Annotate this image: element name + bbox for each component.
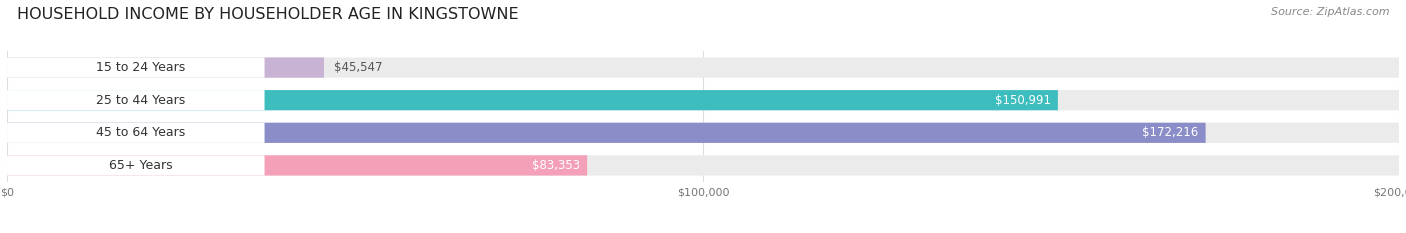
FancyBboxPatch shape <box>7 58 1399 78</box>
Text: 25 to 44 Years: 25 to 44 Years <box>96 94 186 107</box>
Text: 45 to 64 Years: 45 to 64 Years <box>96 126 186 139</box>
FancyBboxPatch shape <box>7 123 1205 143</box>
FancyBboxPatch shape <box>7 90 1399 110</box>
Text: $150,991: $150,991 <box>995 94 1050 107</box>
FancyBboxPatch shape <box>7 90 264 110</box>
Text: HOUSEHOLD INCOME BY HOUSEHOLDER AGE IN KINGSTOWNE: HOUSEHOLD INCOME BY HOUSEHOLDER AGE IN K… <box>17 7 519 22</box>
Text: Source: ZipAtlas.com: Source: ZipAtlas.com <box>1271 7 1389 17</box>
FancyBboxPatch shape <box>7 155 588 175</box>
FancyBboxPatch shape <box>7 123 264 143</box>
FancyBboxPatch shape <box>7 155 264 175</box>
FancyBboxPatch shape <box>7 90 1057 110</box>
Text: $45,547: $45,547 <box>333 61 382 74</box>
Text: $83,353: $83,353 <box>531 159 581 172</box>
FancyBboxPatch shape <box>7 58 323 78</box>
FancyBboxPatch shape <box>7 123 1399 143</box>
FancyBboxPatch shape <box>7 58 264 78</box>
Text: 15 to 24 Years: 15 to 24 Years <box>96 61 186 74</box>
Text: 65+ Years: 65+ Years <box>110 159 173 172</box>
FancyBboxPatch shape <box>7 155 1399 175</box>
Text: $172,216: $172,216 <box>1143 126 1199 139</box>
